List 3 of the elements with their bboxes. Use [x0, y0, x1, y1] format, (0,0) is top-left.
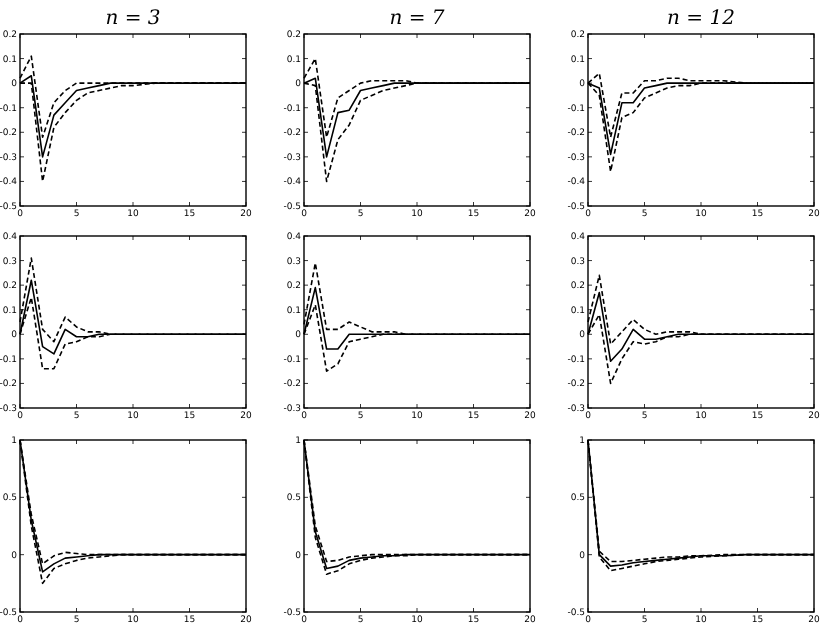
chart-title: n = 7	[389, 8, 446, 30]
chart-title: n = 12	[667, 8, 735, 30]
chart-title: n = 3	[105, 8, 161, 30]
